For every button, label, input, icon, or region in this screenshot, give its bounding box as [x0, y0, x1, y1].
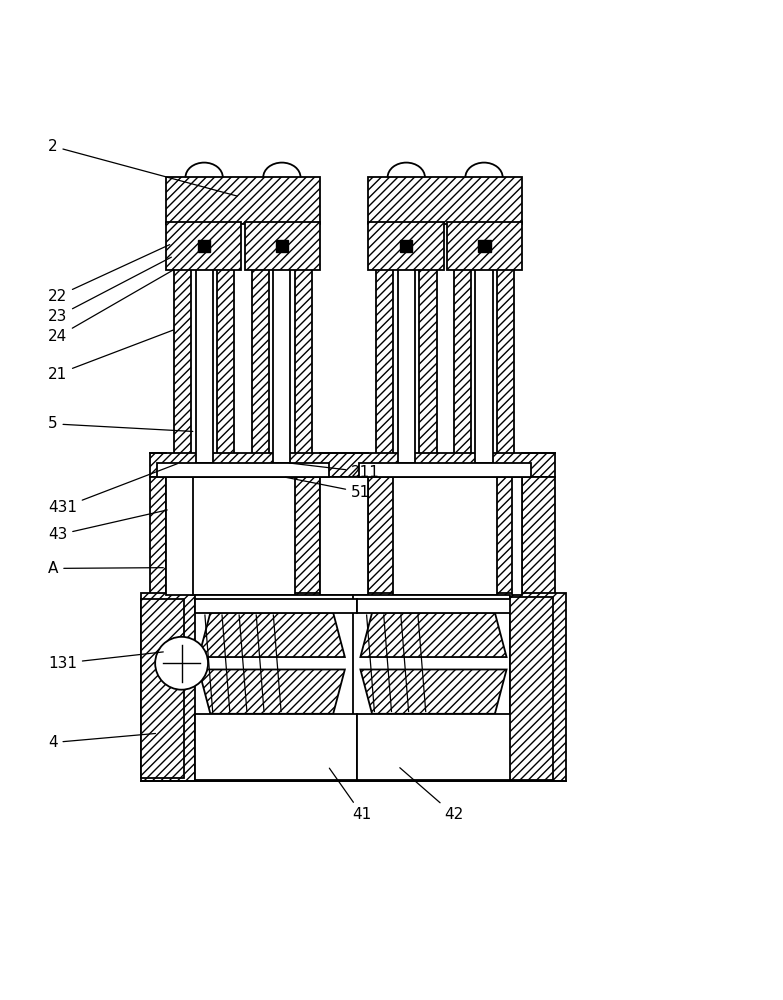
Text: 211: 211	[289, 463, 380, 480]
Text: 2: 2	[48, 139, 237, 196]
Bar	[478, 240, 491, 252]
Bar	[393, 477, 497, 595]
Polygon shape	[199, 613, 345, 657]
Bar	[356, 714, 518, 780]
Text: 431: 431	[48, 464, 178, 515]
Bar	[376, 185, 393, 463]
Bar	[273, 463, 290, 477]
Polygon shape	[141, 599, 184, 778]
Bar	[512, 477, 522, 595]
Bar	[195, 595, 511, 780]
Bar	[251, 185, 269, 463]
Bar	[368, 477, 522, 595]
Bar	[218, 185, 234, 463]
Text: 51: 51	[285, 477, 370, 500]
Bar	[195, 599, 356, 613]
Bar	[398, 185, 415, 463]
Bar	[368, 222, 444, 270]
Bar	[273, 185, 290, 463]
Bar	[497, 185, 514, 463]
Bar	[191, 477, 295, 595]
Bar	[276, 240, 288, 252]
Bar	[511, 597, 554, 780]
Bar	[244, 222, 320, 270]
Bar	[295, 185, 312, 463]
Text: 41: 41	[330, 768, 372, 822]
Bar	[453, 185, 471, 463]
Bar	[150, 477, 193, 595]
Bar	[512, 477, 555, 595]
Bar	[320, 477, 368, 595]
Text: 23: 23	[48, 257, 171, 324]
Text: 5: 5	[48, 416, 193, 431]
Text: A: A	[48, 561, 164, 576]
Text: 131: 131	[48, 652, 164, 671]
Circle shape	[155, 637, 208, 690]
Bar	[356, 599, 518, 613]
Text: 43: 43	[48, 510, 168, 542]
Bar	[196, 185, 213, 463]
Polygon shape	[199, 669, 345, 714]
Bar	[157, 463, 330, 477]
Bar	[166, 222, 241, 270]
Bar	[399, 240, 412, 252]
Bar	[166, 177, 320, 224]
Bar	[166, 477, 320, 595]
Bar	[446, 222, 522, 270]
Polygon shape	[360, 669, 507, 714]
Text: 22: 22	[48, 245, 170, 304]
Bar	[368, 177, 522, 224]
Bar	[197, 240, 210, 252]
Bar	[196, 463, 213, 477]
Bar	[359, 463, 532, 477]
Bar	[420, 185, 437, 463]
Bar	[166, 477, 193, 595]
Text: 42: 42	[400, 768, 464, 822]
Text: 24: 24	[48, 270, 174, 344]
Text: 21: 21	[48, 330, 174, 382]
Bar	[141, 593, 566, 781]
Text: 4: 4	[48, 733, 156, 750]
Bar	[174, 185, 191, 463]
Bar	[150, 453, 555, 477]
Polygon shape	[360, 613, 507, 657]
Bar	[475, 185, 493, 463]
Bar	[195, 714, 356, 780]
